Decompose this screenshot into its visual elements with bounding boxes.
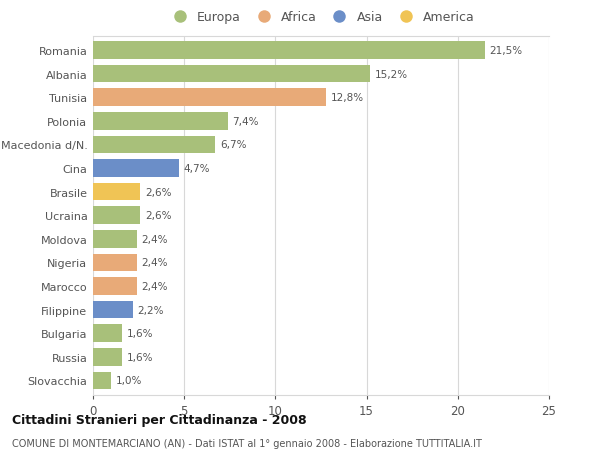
Bar: [93, 254, 137, 272]
Text: 2,4%: 2,4%: [142, 234, 168, 244]
Text: 4,7%: 4,7%: [183, 163, 210, 174]
Bar: [93, 160, 179, 178]
Text: 7,4%: 7,4%: [233, 117, 259, 127]
Bar: [93, 325, 122, 342]
Bar: [93, 136, 215, 154]
Text: Cittadini Stranieri per Cittadinanza - 2008: Cittadini Stranieri per Cittadinanza - 2…: [12, 413, 307, 426]
Bar: [93, 66, 370, 83]
Bar: [93, 42, 485, 60]
Bar: [93, 89, 326, 107]
Bar: [93, 183, 140, 201]
Bar: [93, 207, 140, 224]
Text: 12,8%: 12,8%: [331, 93, 364, 103]
Text: 21,5%: 21,5%: [490, 46, 523, 56]
Text: 15,2%: 15,2%: [375, 69, 408, 79]
Text: 2,6%: 2,6%: [145, 211, 172, 221]
Bar: [93, 112, 228, 130]
Text: 1,6%: 1,6%: [127, 329, 153, 338]
Bar: [93, 301, 133, 319]
Text: 1,0%: 1,0%: [116, 375, 142, 386]
Bar: [93, 348, 122, 366]
Text: 2,4%: 2,4%: [142, 281, 168, 291]
Text: 2,4%: 2,4%: [142, 258, 168, 268]
Bar: [93, 230, 137, 248]
Text: 6,7%: 6,7%: [220, 140, 246, 150]
Legend: Europa, Africa, Asia, America: Europa, Africa, Asia, America: [164, 9, 478, 27]
Bar: [93, 278, 137, 295]
Text: COMUNE DI MONTEMARCIANO (AN) - Dati ISTAT al 1° gennaio 2008 - Elaborazione TUTT: COMUNE DI MONTEMARCIANO (AN) - Dati ISTA…: [12, 438, 482, 448]
Text: 1,6%: 1,6%: [127, 352, 153, 362]
Text: 2,2%: 2,2%: [137, 305, 164, 315]
Bar: [93, 372, 111, 389]
Text: 2,6%: 2,6%: [145, 187, 172, 197]
